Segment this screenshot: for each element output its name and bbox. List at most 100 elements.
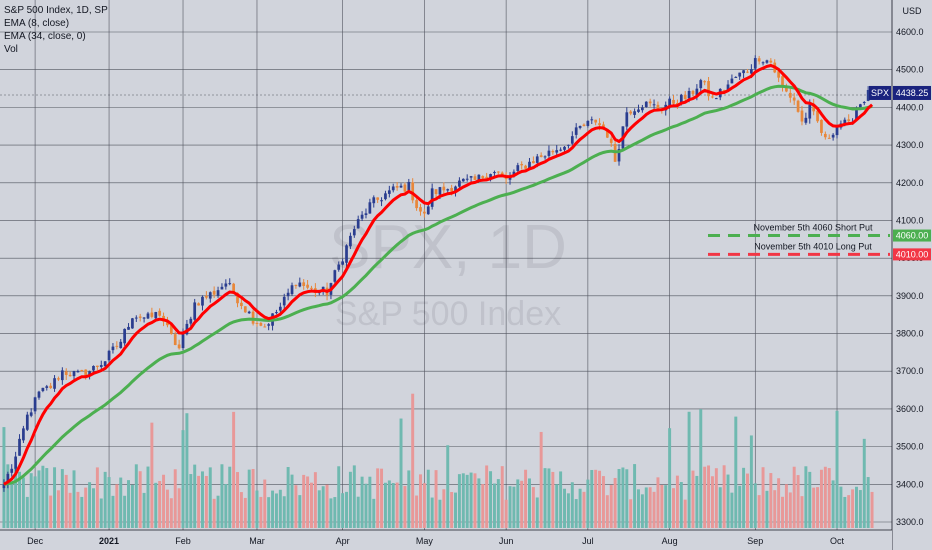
time-tick-label: Dec: [27, 536, 44, 546]
volume-bar: [138, 471, 142, 528]
candle-body: [263, 326, 267, 328]
volume-bar: [812, 487, 816, 528]
volume-bar: [64, 474, 68, 528]
volume-bar: [317, 490, 321, 528]
volume-bar: [773, 490, 777, 528]
candle-body: [703, 81, 707, 83]
candle-body: [349, 235, 352, 247]
volume-bar: [749, 435, 753, 528]
volume-bar: [738, 485, 742, 528]
candle-body: [605, 130, 609, 138]
volume-bar: [816, 487, 820, 528]
volume-bar: [574, 499, 578, 528]
volume-bar: [839, 486, 843, 528]
candle-body: [360, 214, 364, 219]
candle-body: [823, 133, 827, 138]
volume-bar: [193, 464, 197, 528]
volume-bar: [512, 486, 516, 528]
volume-bar: [185, 413, 189, 528]
candle-body: [757, 58, 761, 62]
volume-bar: [742, 467, 746, 528]
volume-bar: [438, 499, 442, 528]
candle-body: [14, 456, 17, 469]
candle-body: [80, 369, 84, 371]
candle-body: [508, 177, 512, 180]
volume-bar: [559, 471, 563, 528]
volume-bar: [598, 470, 602, 528]
time-axis[interactable]: Dec 2021 Feb Mar Apr May Jun Jul Aug Sep Oct: [0, 529, 892, 550]
volume-bar: [220, 464, 224, 528]
candle-body: [99, 365, 103, 367]
candle-body: [812, 103, 816, 112]
volume-bar: [228, 466, 232, 528]
legend-title[interactable]: S&P 500 Index, 1D, SP: [4, 5, 108, 16]
candle-body: [761, 62, 765, 64]
volume-bar: [232, 411, 236, 528]
candle-body: [197, 303, 200, 306]
volume-bar: [617, 468, 621, 528]
volume-bar: [267, 497, 271, 528]
candle-body: [711, 96, 714, 98]
volume-bar: [263, 479, 267, 528]
price-tick-label: 3900.0: [896, 291, 924, 301]
volume-bar: [594, 469, 598, 528]
candle-body: [753, 58, 757, 69]
volume-bar: [345, 491, 348, 528]
candle-body: [60, 370, 64, 381]
candle-body: [804, 117, 808, 123]
candle-body: [298, 282, 302, 287]
volume-bar: [306, 476, 310, 528]
candle-body: [251, 311, 255, 324]
volume-bar: [707, 465, 711, 528]
volume-bar: [465, 474, 469, 528]
candle-body: [364, 213, 368, 216]
volume-bar: [804, 466, 808, 528]
volume-bar: [341, 493, 345, 528]
candle-body: [679, 94, 683, 104]
volume-bar: [376, 468, 380, 528]
volume-bar: [489, 471, 493, 528]
volume-bar: [282, 496, 286, 528]
candle-body: [730, 78, 734, 84]
candle-body: [212, 290, 216, 295]
volume-bar: [364, 483, 368, 528]
candle-body: [259, 322, 263, 326]
symbol-tag-text: SPX: [871, 88, 889, 98]
candle-body: [123, 328, 126, 344]
volume-bar: [858, 490, 862, 528]
candle-body: [37, 391, 41, 398]
ema-34-line: [3, 84, 873, 486]
volume-bar: [10, 483, 14, 528]
candle-body: [652, 104, 656, 106]
price-axis[interactable]: USD 3300.0 3400.0 3500.0 3600.0 3700.0 3800.0 3…: [869, 0, 932, 550]
volume-bar: [165, 489, 169, 528]
legend-ema-slow[interactable]: EMA (34, close, 0): [4, 31, 86, 42]
volume-bar: [212, 498, 216, 528]
volume-bar: [216, 495, 220, 528]
volume-bar: [99, 498, 103, 528]
candle-body: [92, 365, 95, 371]
legend-volume[interactable]: Vol: [4, 44, 18, 55]
volume-bar: [321, 486, 325, 528]
candle-body: [220, 286, 224, 290]
candle-body: [843, 119, 847, 125]
volume-bar: [107, 477, 111, 528]
level-price-text: 4060.00: [896, 231, 929, 241]
volume-bar: [201, 471, 204, 528]
candle-body: [341, 261, 344, 265]
volume-bar: [469, 472, 473, 528]
time-tick-label: Jun: [499, 536, 514, 546]
time-tick-label: May: [416, 536, 434, 546]
volume-bar: [442, 489, 446, 528]
candle-body: [777, 71, 780, 78]
volume-bar: [29, 473, 33, 528]
volume-bar: [870, 491, 874, 528]
candle-body: [201, 296, 204, 306]
volume-bar: [664, 485, 668, 528]
volume-bar: [827, 468, 831, 528]
volume-bar: [177, 488, 181, 528]
volume-bar: [718, 487, 722, 528]
candle-body: [115, 345, 119, 347]
legend-ema-fast[interactable]: EMA (8, close): [4, 18, 70, 29]
